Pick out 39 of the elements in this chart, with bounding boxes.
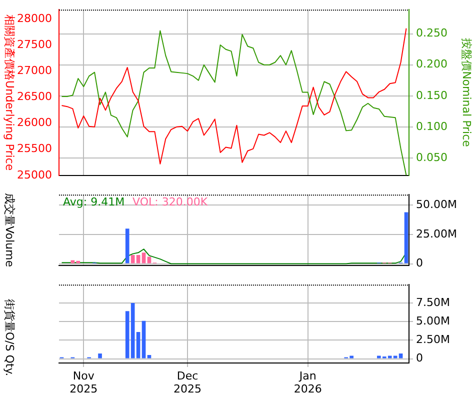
y-tick-label: 0	[416, 352, 423, 365]
y-tick-label: 25.00M	[416, 227, 457, 240]
y-tick-label: 7.50M	[416, 296, 450, 309]
y-tick-label: 27000	[17, 64, 52, 77]
y-tick-label: 2.50M	[416, 333, 450, 346]
bar	[125, 228, 130, 264]
y-axis-title: 街貨量O/S Qty.	[3, 298, 16, 376]
y2-tick-label: 0.250	[416, 26, 448, 40]
bar	[404, 212, 408, 264]
y2-axis-title: 按盤價Nominal Price	[460, 38, 474, 148]
y2-tick-label: 0.150	[416, 88, 448, 102]
y-tick-label: 26000	[17, 116, 52, 130]
bar	[142, 252, 146, 264]
bar	[130, 254, 135, 264]
y2-tick-label: 0.200	[416, 58, 448, 71]
bar	[147, 256, 152, 264]
y-tick-label: 5.00M	[416, 314, 450, 328]
bar	[142, 320, 146, 358]
text: Avg: 9.41M	[63, 195, 125, 208]
y-tick-label: 50.00M	[416, 198, 457, 212]
x-tick-label: Jan 2026	[294, 369, 322, 396]
y-tick-label: 25000	[17, 168, 52, 182]
y-tick-label: 26500	[17, 90, 52, 104]
bar	[136, 254, 140, 264]
bar	[136, 332, 140, 358]
y2-tick-label: 0.050	[416, 150, 448, 164]
x-tick-label: Dec 2025	[174, 369, 202, 396]
bar	[147, 355, 152, 358]
bar	[398, 354, 403, 358]
x-tick-label: Nov 2025	[70, 369, 98, 396]
bar	[98, 354, 102, 358]
y-tick-label: 25500	[17, 142, 52, 156]
y-axis-title: 成交量Volume	[3, 193, 16, 268]
y-tick-label: 0	[416, 256, 423, 270]
y-tick-label: 27500	[17, 38, 52, 51]
text: VOL: 320.00K	[132, 195, 208, 208]
y-axis-title: 相關資產價格Underlying Price	[3, 14, 16, 171]
y2-tick-label: 0.100	[416, 120, 448, 133]
y-tick-label: 28000	[17, 12, 52, 25]
